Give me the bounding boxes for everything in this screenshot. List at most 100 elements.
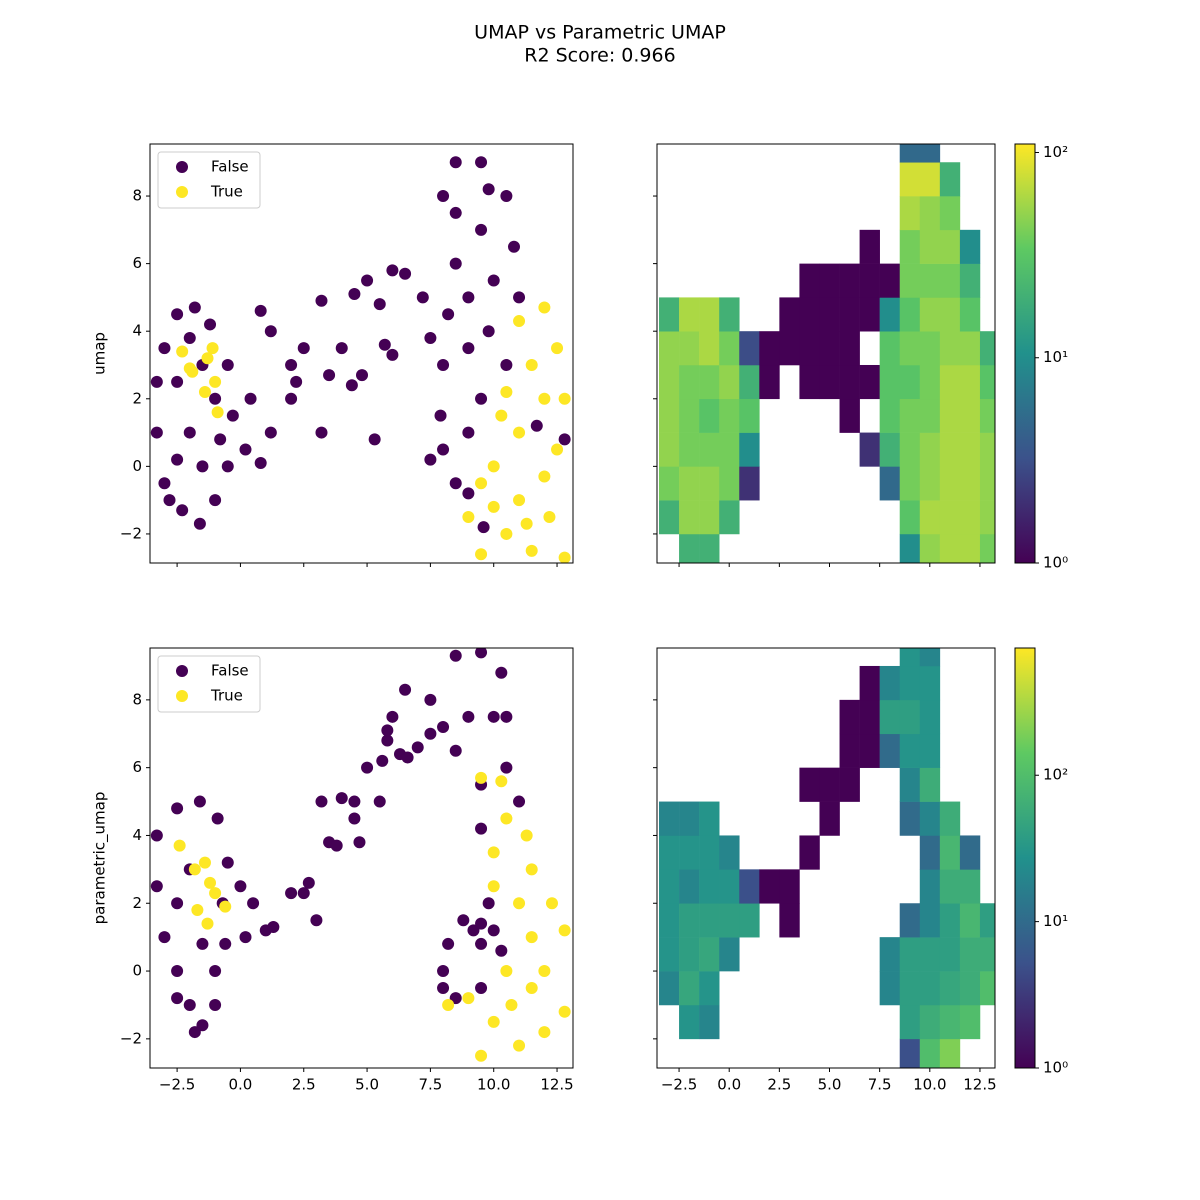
point [437, 443, 450, 456]
point [290, 375, 303, 388]
point [449, 649, 462, 662]
hist-cell [839, 767, 860, 802]
point [171, 802, 184, 815]
hist-cell [699, 801, 720, 836]
point [462, 710, 475, 723]
hist-cell [919, 801, 941, 836]
hist-cell [939, 229, 961, 264]
point [437, 190, 450, 203]
point [495, 666, 508, 679]
hist-cell [919, 869, 941, 904]
point [513, 1039, 526, 1052]
hist-cell [859, 733, 880, 768]
axes-frame [149, 143, 574, 564]
hist-cell [899, 767, 921, 802]
point [487, 846, 500, 859]
point [538, 392, 551, 405]
point [176, 504, 189, 517]
point [442, 998, 455, 1011]
point [201, 352, 214, 365]
hist-cell [939, 331, 961, 366]
hist-cell [839, 398, 860, 433]
point [176, 345, 189, 358]
hist-cell [839, 263, 860, 298]
legend-label: True [210, 183, 243, 201]
point [150, 375, 163, 388]
point [487, 710, 500, 723]
hist-cell [719, 903, 740, 938]
point [411, 741, 424, 754]
hist-cell [939, 869, 961, 904]
point [353, 836, 366, 849]
hist-cell [659, 500, 680, 535]
hist-cell [959, 903, 981, 938]
hist-cell [939, 971, 961, 1006]
point [302, 876, 315, 889]
point [487, 1015, 500, 1028]
point [437, 965, 450, 978]
hist-cell [739, 466, 760, 501]
hist-cell [679, 835, 700, 870]
point [150, 426, 163, 439]
point [264, 426, 277, 439]
hist-cell [699, 1004, 720, 1040]
hist-cell [899, 229, 921, 264]
point [373, 298, 386, 311]
point [500, 710, 513, 723]
y-tick-label: 0 [132, 457, 142, 475]
hist-cell [699, 432, 720, 467]
point [221, 460, 234, 473]
point [381, 734, 394, 747]
point [264, 325, 277, 338]
point [457, 914, 470, 927]
point [386, 348, 399, 361]
hist-cell [739, 869, 760, 904]
point [475, 822, 488, 835]
point [183, 998, 196, 1011]
hist-cell [719, 297, 740, 332]
point [386, 264, 399, 277]
point [487, 274, 500, 287]
hist-cell [919, 398, 941, 433]
point [209, 887, 222, 900]
axes-frame [656, 647, 996, 1069]
hist-cell [959, 398, 981, 433]
hist-cell [979, 971, 995, 1006]
hist-cell [799, 297, 820, 332]
point [500, 965, 513, 978]
hist-cell [799, 263, 820, 298]
hist-cell [859, 432, 880, 467]
hist-cell [959, 500, 981, 535]
y-tick-label: −2 [120, 1029, 142, 1047]
hist-cell [819, 801, 840, 836]
point [487, 500, 500, 513]
point [219, 900, 232, 913]
hist-cell [759, 869, 780, 904]
hist-cell [699, 398, 720, 433]
hist-cell [719, 869, 740, 904]
point [558, 1005, 571, 1018]
hist-cell [919, 733, 941, 768]
hist-cell [979, 903, 995, 938]
hist-cell [899, 801, 921, 836]
hist-cell [919, 767, 941, 802]
point [330, 839, 343, 852]
point [244, 392, 257, 405]
point [437, 720, 450, 733]
point [525, 544, 538, 557]
point [234, 880, 247, 893]
hist-cell [679, 903, 700, 938]
point [558, 433, 571, 446]
hist-cell [959, 533, 981, 563]
point [495, 409, 508, 422]
hist-cell [959, 331, 981, 366]
colorbar-tick-label: 10⁰ [1043, 1059, 1068, 1077]
point [462, 291, 475, 304]
point [437, 358, 450, 371]
point [424, 727, 437, 740]
hist-cell [919, 903, 941, 938]
colorbar-tick-label: 10¹ [1043, 912, 1068, 930]
x-tick-label: 2.5 [292, 1076, 316, 1094]
hist-cell [699, 364, 720, 400]
point [368, 433, 381, 446]
